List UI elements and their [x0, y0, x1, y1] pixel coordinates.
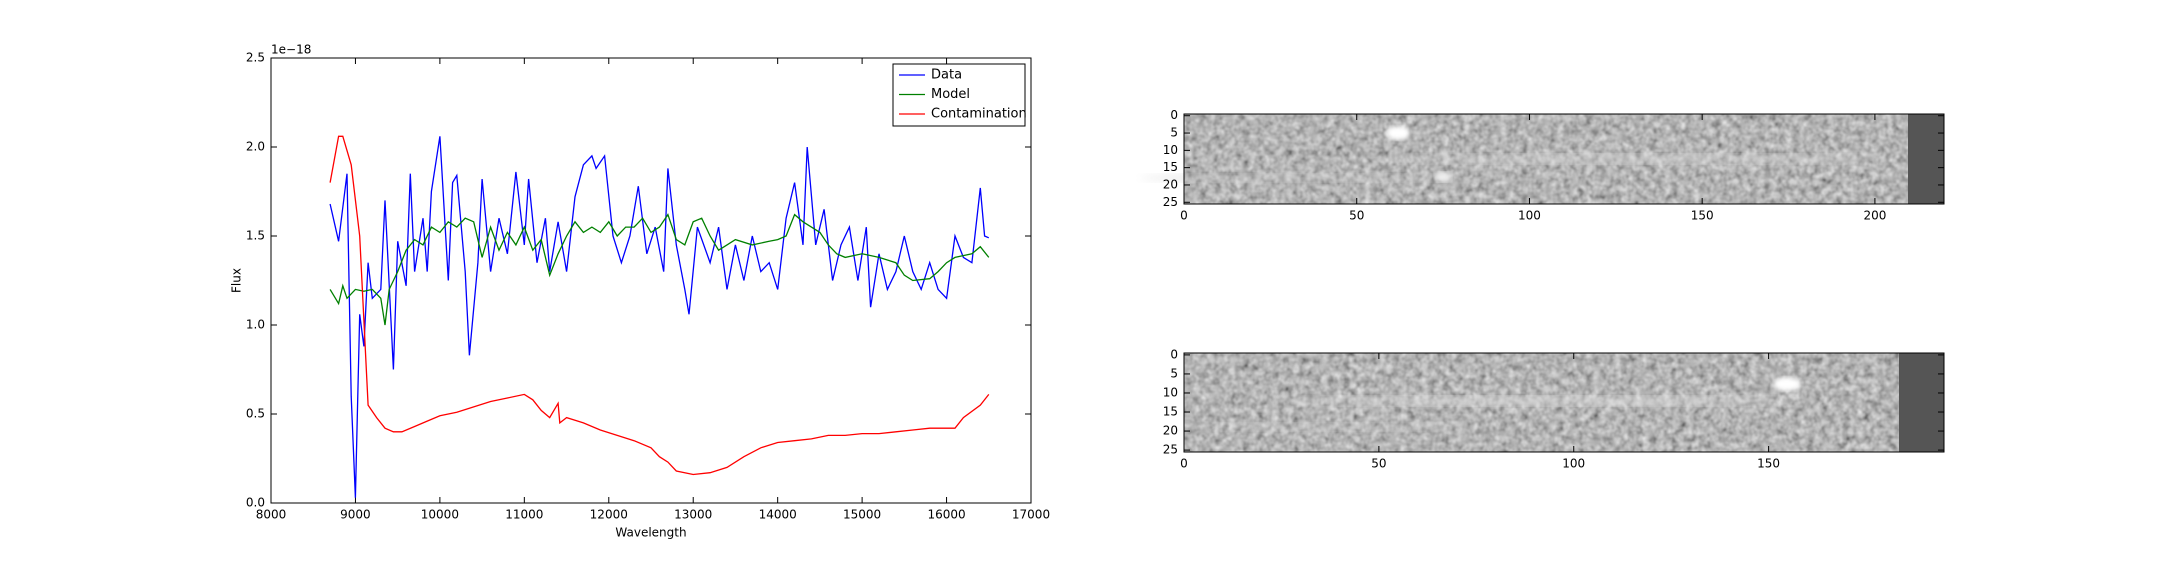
legend-label: Model [931, 87, 970, 102]
image-blank [1908, 114, 1944, 204]
x-tick-label: 13000 [674, 508, 712, 522]
x-tick-label: 0 [1180, 209, 1188, 223]
y-axis-label: Flux [230, 268, 244, 293]
x-tick-label: 0 [1180, 457, 1188, 471]
blob [1386, 126, 1410, 140]
y-tick-label: 0.0 [246, 496, 265, 510]
data-line [329, 135, 990, 476]
x-tick-label: 11000 [505, 508, 543, 522]
image-panel-top [1140, 114, 1944, 204]
axes-frame [1183, 352, 1945, 453]
y-tick-label: 25 [1163, 195, 1178, 209]
y-tick-label: 0.5 [246, 407, 265, 421]
image-panel-bottom [1184, 353, 1944, 452]
y-tick-label: 15 [1163, 405, 1178, 419]
y-tick-label: 25 [1163, 443, 1178, 457]
y-tick-label: 10 [1163, 385, 1178, 399]
data-line [329, 136, 990, 498]
x-tick-label: 50 [1371, 457, 1386, 471]
x-tick-label: 100 [1518, 209, 1541, 223]
y-offset-label: 1e−18 [271, 43, 311, 57]
axes-frame [270, 57, 1032, 504]
image-blank [1899, 353, 1944, 452]
y-tick-label: 10 [1163, 143, 1178, 157]
x-tick-label: 14000 [759, 508, 797, 522]
y-tick-label: 0 [1170, 108, 1178, 122]
x-tick-label: 15000 [843, 508, 881, 522]
trace [1200, 423, 1460, 431]
x-tick-label: 200 [1863, 209, 1886, 223]
trace [1280, 396, 1800, 406]
legend-label: Contamination [931, 107, 1027, 122]
x-tick-label: 50 [1349, 209, 1364, 223]
blob [1435, 172, 1451, 182]
x-tick-label: 10000 [421, 508, 459, 522]
x-tick-label: 8000 [256, 508, 287, 522]
legend-label: Data [931, 68, 962, 83]
y-tick-label: 0 [1170, 347, 1178, 361]
x-axis-label: Wavelength [615, 526, 686, 540]
x-tick-label: 150 [1757, 457, 1780, 471]
axes-frame [1183, 113, 1945, 205]
y-tick-label: 1.0 [246, 318, 265, 332]
y-tick-label: 5 [1170, 126, 1178, 140]
trace [1140, 174, 1460, 182]
y-tick-label: 5 [1170, 366, 1178, 380]
y-tick-label: 2.0 [246, 140, 265, 154]
x-tick-label: 16000 [927, 508, 965, 522]
data-line [329, 213, 990, 326]
x-tick-label: 100 [1562, 457, 1585, 471]
blob [1773, 377, 1801, 391]
trace [1390, 154, 1890, 164]
y-tick-label: 20 [1163, 177, 1178, 191]
x-tick-label: 12000 [590, 508, 628, 522]
x-tick-label: 17000 [1012, 508, 1050, 522]
y-tick-label: 20 [1163, 424, 1178, 438]
x-tick-label: 9000 [340, 508, 371, 522]
y-tick-label: 2.5 [246, 51, 265, 65]
y-tick-label: 15 [1163, 160, 1178, 174]
x-tick-label: 150 [1691, 209, 1714, 223]
y-tick-label: 1.5 [246, 229, 265, 243]
